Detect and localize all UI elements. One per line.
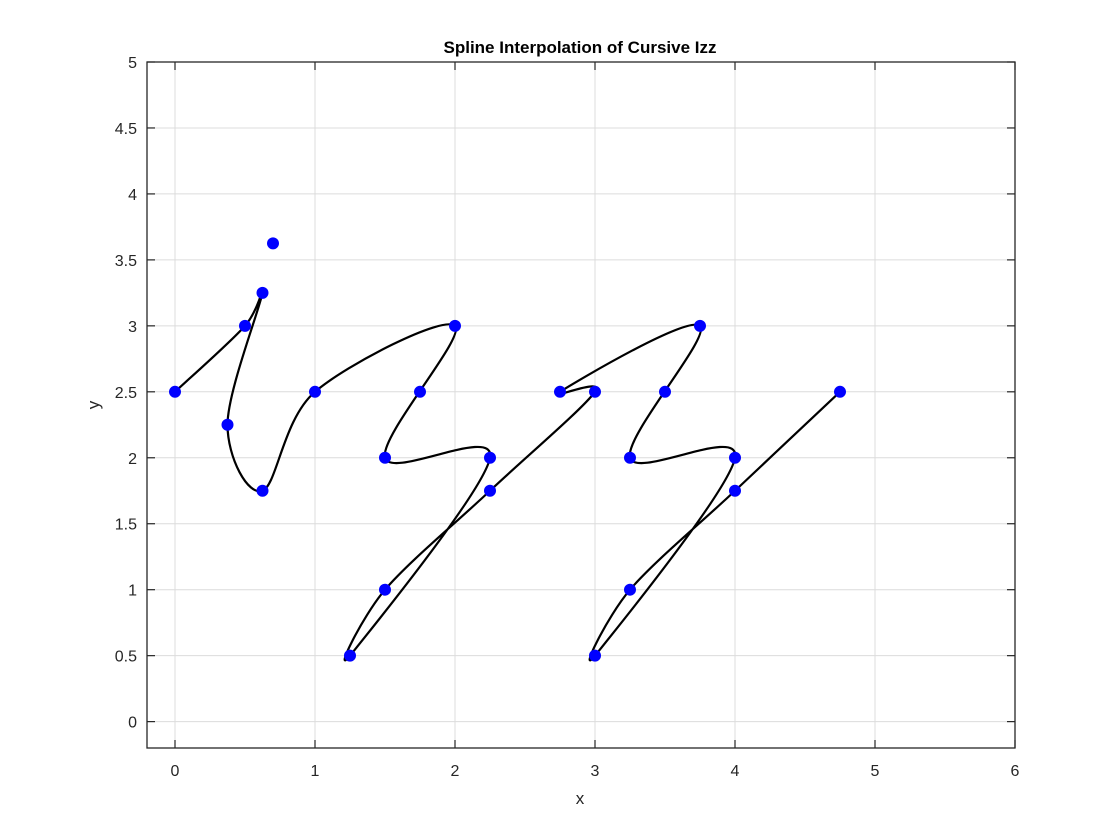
y-tick-label: 2.5: [115, 385, 137, 402]
data-point: [694, 319, 706, 332]
data-point: [554, 385, 566, 398]
data-point: [484, 451, 496, 464]
chart-title: Spline Interpolation of Cursive Izz: [444, 38, 717, 57]
x-tick-label: 4: [731, 763, 740, 780]
y-tick-label: 5: [128, 55, 137, 72]
y-tick-label: 1.5: [115, 517, 137, 534]
x-tick-label: 5: [871, 763, 880, 780]
data-point: [239, 319, 251, 332]
data-point: [484, 484, 496, 497]
data-point: [659, 385, 671, 398]
grid: [147, 61, 1016, 748]
x-tick-label: 1: [311, 763, 320, 780]
data-point: [729, 484, 741, 497]
y-tick-label: 3.5: [115, 253, 137, 270]
y-tick-label: 3: [128, 319, 137, 336]
data-point: [624, 583, 636, 596]
y-tick-label: 4.5: [115, 121, 137, 138]
data-point: [344, 649, 356, 662]
data-point: [256, 484, 269, 497]
spline-curve: [173, 287, 842, 662]
data-point: [834, 385, 846, 398]
data-point: [379, 583, 391, 596]
axis-ticks: [147, 61, 1016, 748]
tick-labels: 0 1 2 3 4 5 6 0 0.5 1 1.5 2 2.5 3 3.5 4 4.5 5: [115, 55, 1020, 780]
data-points: [169, 237, 846, 662]
data-point: [449, 319, 461, 332]
y-axis-label: y: [84, 400, 103, 409]
y-tick-label: 0: [128, 715, 137, 732]
x-tick-label: 3: [591, 763, 600, 780]
y-tick-label: 2: [128, 451, 137, 468]
data-point: [414, 385, 426, 398]
data-point: [256, 286, 269, 299]
data-point: [221, 418, 234, 431]
data-point: [169, 385, 181, 398]
data-point: [379, 451, 391, 464]
data-point: [309, 385, 321, 398]
x-axis-label: x: [576, 789, 585, 808]
x-tick-label: 0: [171, 763, 180, 780]
y-tick-label: 1: [128, 583, 137, 600]
data-point: [624, 451, 636, 464]
x-tick-label: 2: [451, 763, 460, 780]
data-point: [589, 385, 601, 398]
y-tick-label: 4: [128, 187, 137, 204]
data-point: [729, 451, 741, 464]
y-tick-label: 0.5: [115, 649, 137, 666]
data-point: [589, 649, 601, 662]
x-tick-label: 6: [1011, 763, 1020, 780]
data-point: [267, 237, 279, 250]
axes-box: [146, 61, 1016, 749]
